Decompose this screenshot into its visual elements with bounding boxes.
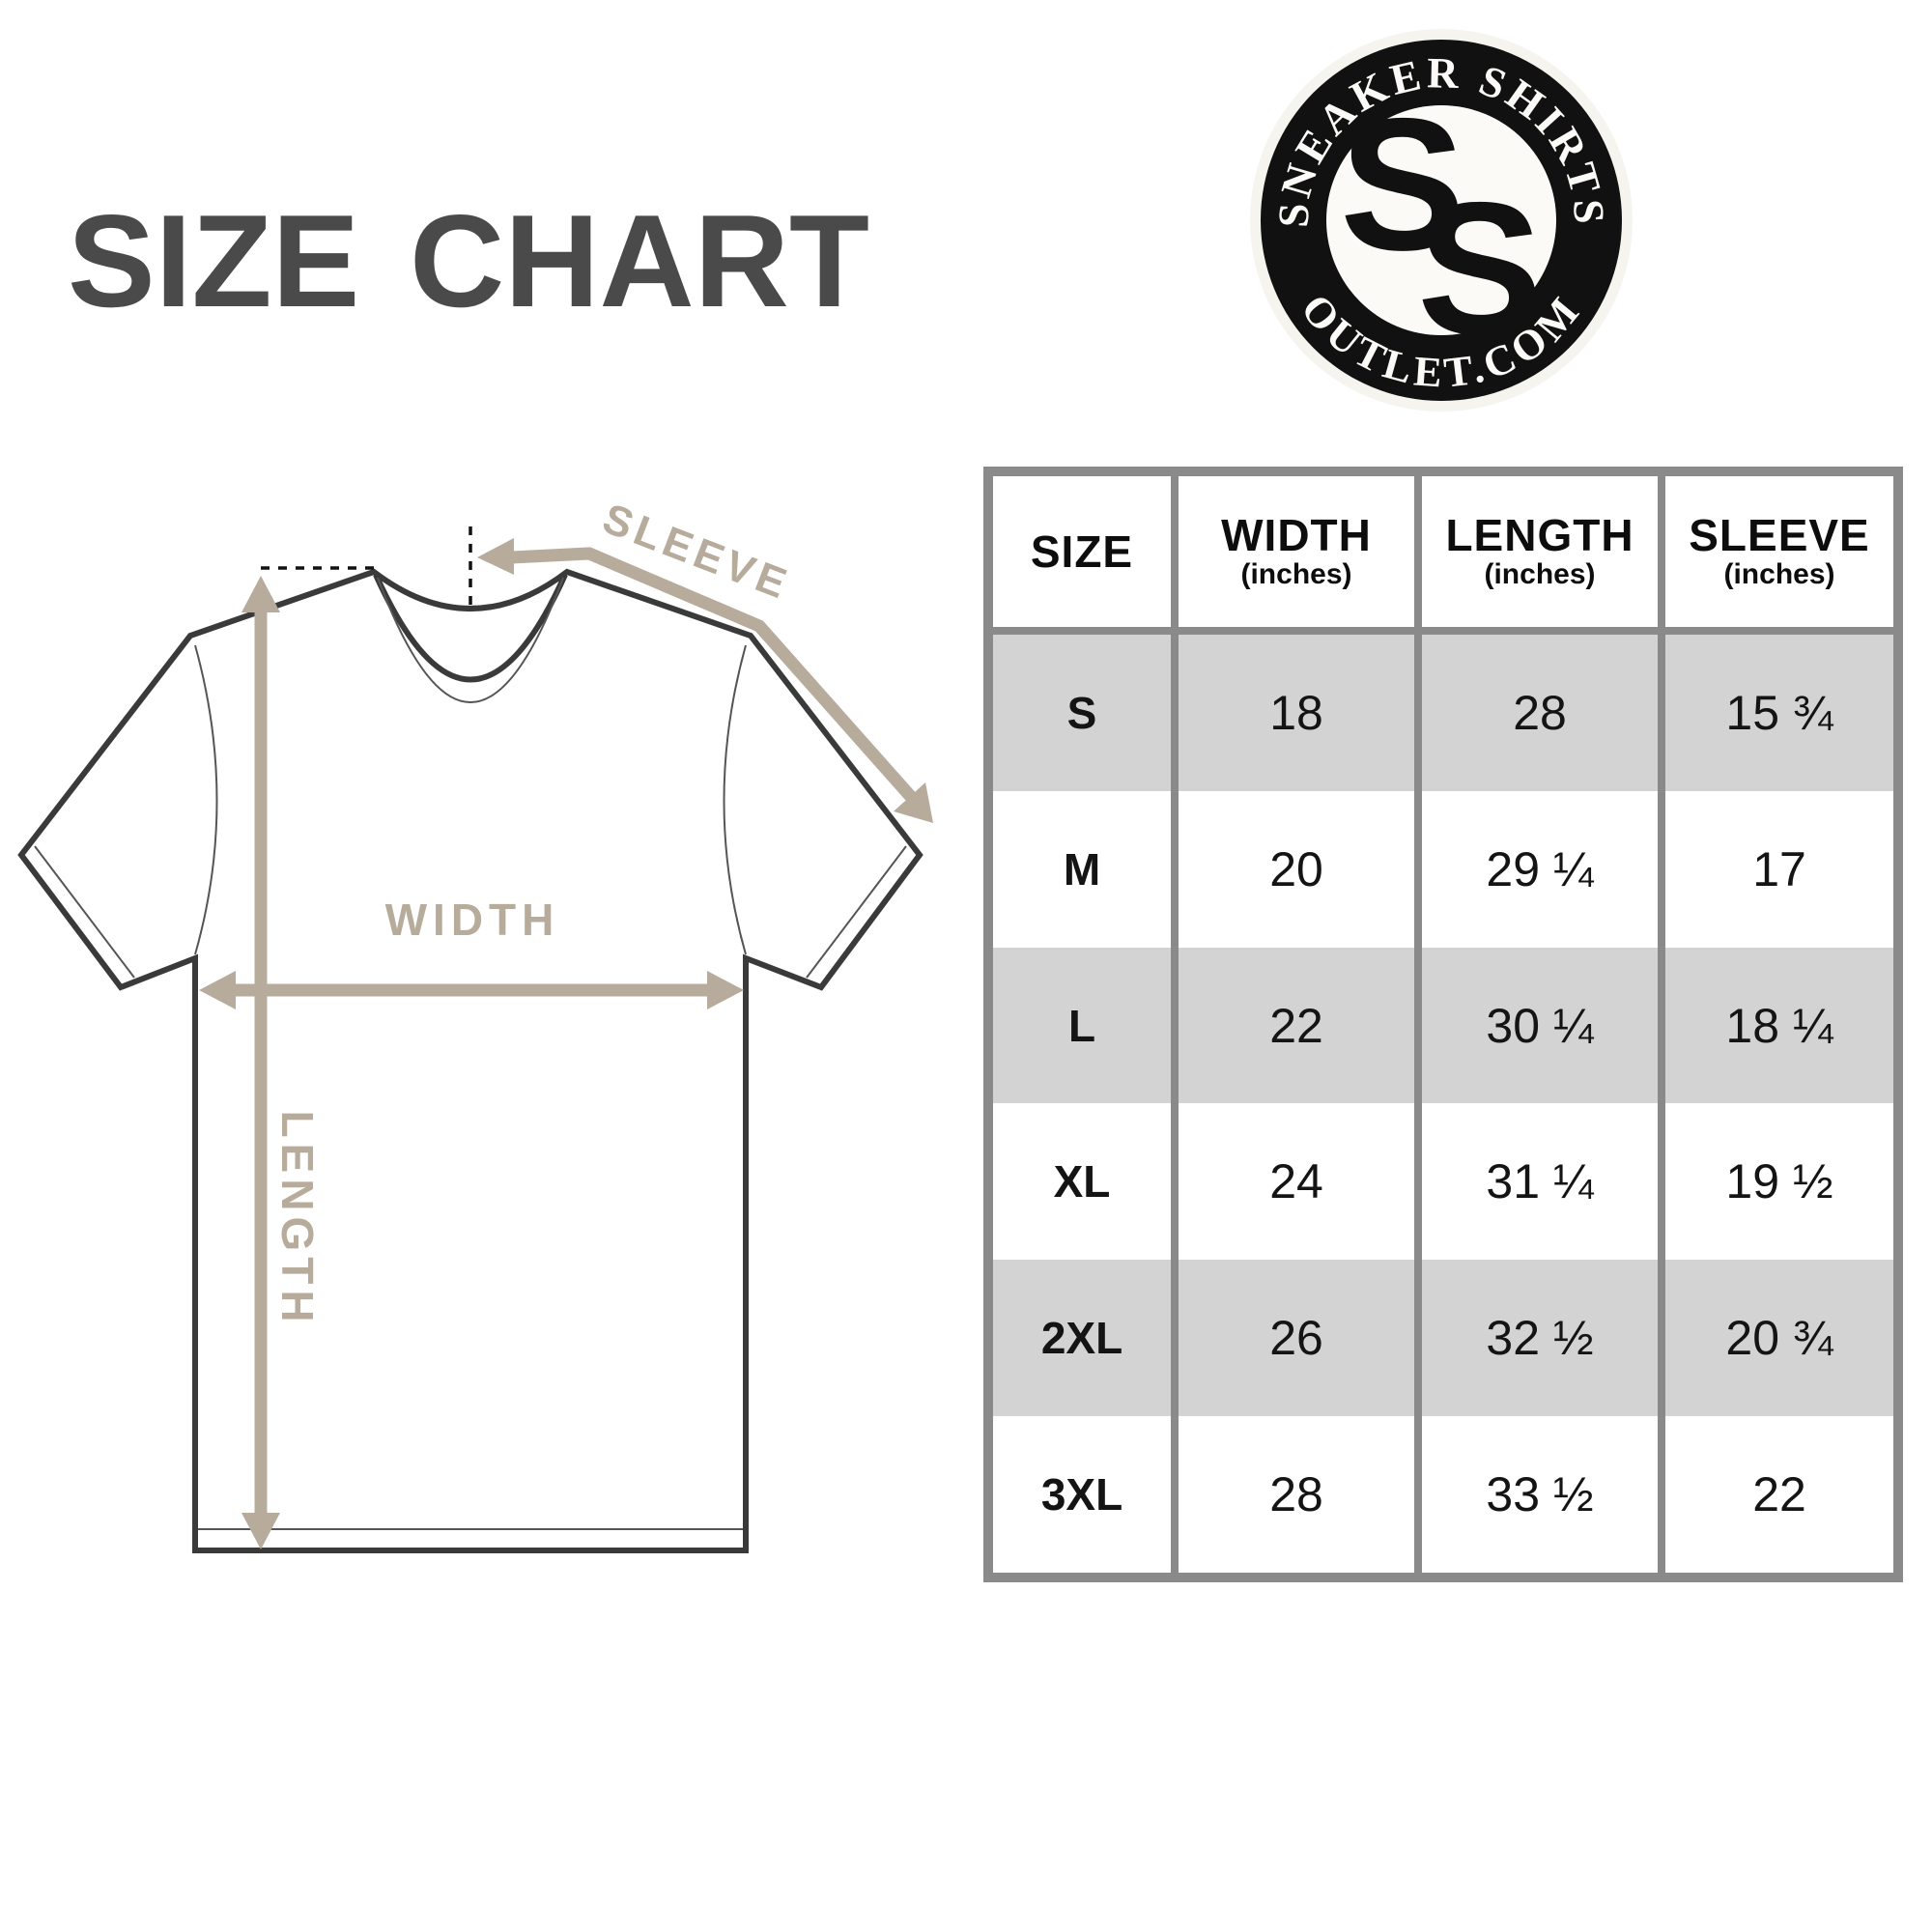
header-width-label: WIDTH	[1221, 510, 1372, 560]
sleeve-arrow-shaft	[511, 547, 917, 803]
length-arrow-head-bottom	[242, 1513, 280, 1549]
cell-width-3xl: 28	[1179, 1416, 1414, 1573]
cell-size-3xl: 3XL	[993, 1416, 1171, 1573]
cell-length-s: 28	[1422, 635, 1658, 791]
cell-sleeve-m: 17	[1665, 790, 1893, 948]
right-cuff-stitch	[806, 845, 907, 979]
left-cuff-stitch	[34, 845, 135, 979]
cell-width-xl: 24	[1179, 1103, 1414, 1261]
collar-seam	[377, 577, 564, 703]
header-length-label: LENGTH	[1445, 510, 1634, 560]
cell-length-3xl: 33 ½	[1422, 1416, 1658, 1573]
tshirt-measurement-diagram: WIDTH LENGTH SLEEVE	[17, 495, 933, 1553]
cell-length-xl: 31 ¼	[1422, 1103, 1658, 1261]
sleeve-arrow-head-left	[477, 538, 514, 575]
cell-size-l: L	[993, 947, 1171, 1104]
cell-sleeve-s: 15 ¾	[1665, 635, 1893, 791]
header-width-sub: (inches)	[1240, 558, 1352, 590]
cell-width-s: 18	[1179, 635, 1414, 791]
header-sleeve-sub: (inches)	[1723, 558, 1835, 590]
cell-sleeve-xl: 19 ½	[1665, 1103, 1893, 1261]
page-title: SIZE CHART	[68, 187, 869, 334]
logo-monogram-s2: S	[1417, 163, 1543, 374]
cell-width-l: 22	[1179, 947, 1414, 1104]
sleeve-arrow-head-right	[894, 782, 933, 823]
width-arrow-head-right	[707, 971, 744, 1009]
cell-sleeve-l: 18 ¼	[1665, 947, 1893, 1104]
size-table: SIZE WIDTH (inches) LENGTH (inches) SLEE…	[983, 467, 1903, 1582]
length-label: LENGTH	[272, 1110, 323, 1327]
right-armhole-seam	[723, 644, 747, 955]
cell-length-2xl: 32 ½	[1422, 1260, 1658, 1417]
header-width: WIDTH (inches)	[1179, 476, 1414, 635]
header-length-sub: (inches)	[1484, 558, 1596, 590]
tshirt-outline	[17, 568, 923, 1553]
cell-size-m: M	[993, 790, 1171, 948]
cell-length-m: 29 ¼	[1422, 790, 1658, 948]
cell-width-m: 20	[1179, 790, 1414, 948]
length-arrow-head-top	[242, 576, 280, 612]
brand-logo: SNEAKER SHIRTS OUTLET.COM S S	[1250, 29, 1633, 412]
left-armhole-seam	[194, 644, 218, 955]
cell-size-2xl: 2XL	[993, 1260, 1171, 1417]
header-length: LENGTH (inches)	[1422, 476, 1658, 635]
cell-length-l: 30 ¼	[1422, 947, 1658, 1104]
logo-monogram-s1: S	[1340, 79, 1465, 290]
header-size: SIZE	[993, 476, 1171, 635]
header-sleeve: SLEEVE (inches)	[1665, 476, 1893, 635]
cell-sleeve-2xl: 20 ¾	[1665, 1260, 1893, 1417]
collar-band	[373, 573, 568, 683]
logo-inner-disc	[1326, 105, 1556, 335]
header-sleeve-label: SLEEVE	[1689, 510, 1870, 560]
width-arrow-head-left	[199, 971, 236, 1009]
cell-size-xl: XL	[993, 1103, 1171, 1261]
cell-width-2xl: 26	[1179, 1260, 1414, 1417]
width-label: WIDTH	[385, 895, 560, 945]
header-size-label: SIZE	[1030, 526, 1134, 577]
cell-size-s: S	[993, 635, 1171, 791]
cell-sleeve-3xl: 22	[1665, 1416, 1893, 1573]
